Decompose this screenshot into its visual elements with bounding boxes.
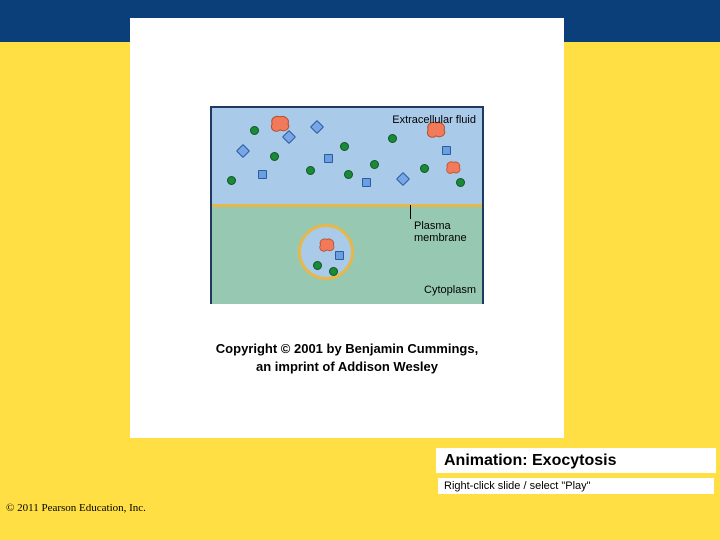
particle-green [344, 170, 353, 179]
particle-protein-blob [268, 114, 292, 134]
vesicle [298, 224, 354, 280]
particle-protein-blob [444, 160, 463, 175]
particle-green [227, 176, 236, 185]
particle-blue-square [442, 146, 451, 155]
animation-title: Animation: Exocytosis [444, 452, 616, 469]
exocytosis-diagram: Extracellular fluid Plasma membrane Cyto… [210, 106, 484, 304]
particle-blue-square [258, 170, 267, 179]
particle-green [306, 166, 315, 175]
particle-green [388, 134, 397, 143]
particle-green [270, 152, 279, 161]
particle-green [340, 142, 349, 151]
animation-instruction: Right-click slide / select "Play" [438, 478, 714, 494]
particle-blue-square [324, 154, 333, 163]
particle-protein-blob [317, 237, 337, 253]
diagram-copyright: Copyright © 2001 by Benjamin Cummings, a… [130, 340, 564, 375]
slide: Extracellular fluid Plasma membrane Cyto… [0, 0, 720, 540]
copyright-line-1: Copyright © 2001 by Benjamin Cummings, [130, 340, 564, 358]
slide-footer: © 2011 Pearson Education, Inc. [6, 502, 146, 514]
particle-green [370, 160, 379, 169]
particle-green [313, 261, 322, 270]
animation-canvas[interactable]: Extracellular fluid Plasma membrane Cyto… [130, 18, 564, 438]
particle-green [456, 178, 465, 187]
label-plasma-1: Plasma [414, 220, 451, 232]
particle-blue-square [362, 178, 371, 187]
particle-green [250, 126, 259, 135]
label-extracellular: Extracellular fluid [392, 114, 476, 126]
copyright-line-2: an imprint of Addison Wesley [130, 358, 564, 376]
plasma-membrane [212, 204, 482, 207]
particle-green [420, 164, 429, 173]
animation-title-box: Animation: Exocytosis [436, 448, 716, 473]
particle-green [329, 267, 338, 276]
leader-line [410, 205, 411, 219]
label-plasma-2: membrane [414, 232, 467, 244]
label-cytoplasm: Cytoplasm [424, 284, 476, 296]
